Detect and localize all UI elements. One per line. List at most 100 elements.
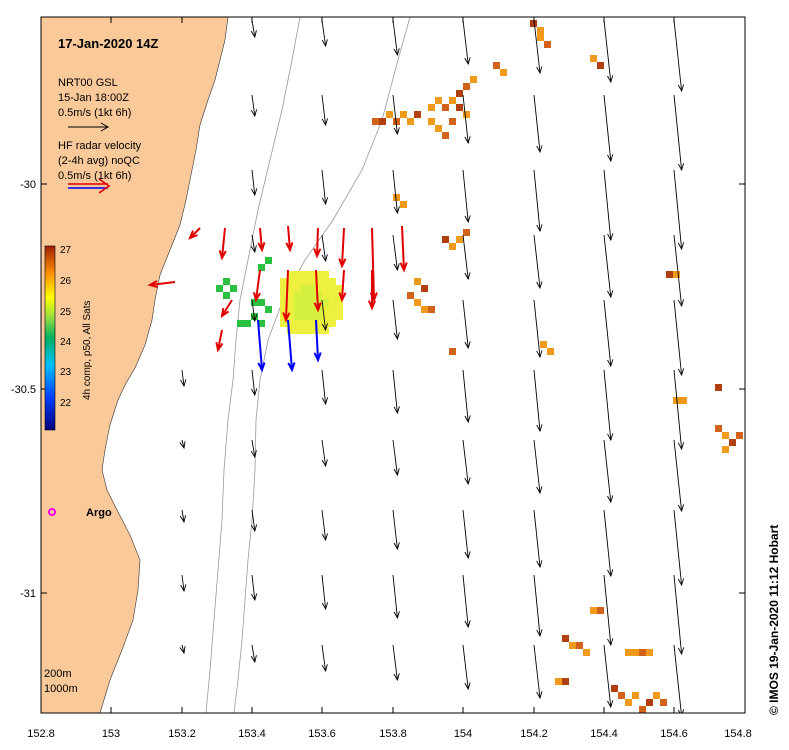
y-axis-ticks: -30 -30.5 -31 xyxy=(11,179,36,600)
sst-pixel xyxy=(400,111,407,118)
colorbar-tick: 26 xyxy=(60,276,72,287)
sst-pixel xyxy=(280,313,287,320)
sst-pixel xyxy=(258,320,265,327)
legend-radar-line2: (2-4h avg) noQC xyxy=(58,155,140,167)
x-tick-label: 154.2 xyxy=(520,728,548,740)
model-arrow xyxy=(462,574,471,629)
sst-pixel xyxy=(442,104,449,111)
sst-pixel xyxy=(456,236,463,243)
sst-pixel xyxy=(280,285,287,292)
contour-1000m xyxy=(233,17,411,713)
model-arrow xyxy=(673,574,685,656)
sst-pixel xyxy=(639,649,646,656)
y-tick-label: -30.5 xyxy=(11,384,36,396)
model-arrow xyxy=(321,509,328,542)
sst-pixel xyxy=(287,271,294,278)
x-axis-ticks: 152.8 153 153.2 153.4 153.6 153.8 154 15… xyxy=(27,728,752,740)
model-arrow xyxy=(392,369,400,415)
sst-pixel xyxy=(449,348,456,355)
sst-pixel xyxy=(386,111,393,118)
model-arrow xyxy=(321,439,328,468)
model-arrow xyxy=(533,369,543,433)
model-arrow xyxy=(321,234,328,263)
sst-pixel xyxy=(329,285,336,292)
sst-pixel xyxy=(493,62,500,69)
radar-arrow-red xyxy=(188,227,201,240)
sst-pixel xyxy=(287,278,294,285)
sst-pixel xyxy=(322,271,329,278)
sst-pixel xyxy=(244,320,251,327)
sst-pixel xyxy=(547,348,554,355)
sst-pixel xyxy=(449,118,456,125)
model-arrow xyxy=(533,509,543,569)
model-arrow xyxy=(392,644,400,682)
sst-pixel xyxy=(294,306,301,313)
legend-radar-scale: 0.5m/s (1kt 6h) xyxy=(58,170,131,182)
sst-pixel xyxy=(294,292,301,299)
sst-pixel xyxy=(456,90,463,97)
model-arrow xyxy=(321,644,328,673)
sst-pixel xyxy=(301,278,308,285)
colorbar-tick: 27 xyxy=(60,245,72,256)
sst-pixel xyxy=(449,97,456,104)
x-tick-label: 154.4 xyxy=(590,728,618,740)
model-arrow xyxy=(321,19,328,48)
sst-pixel xyxy=(329,306,336,313)
sst-pixel xyxy=(322,320,329,327)
model-arrow xyxy=(673,369,685,451)
sst-pixel xyxy=(372,118,379,125)
sst-pixel xyxy=(308,313,315,320)
frame-ticks xyxy=(40,17,746,713)
model-arrow xyxy=(673,169,685,251)
sst-pixel xyxy=(715,425,722,432)
sst-pixel xyxy=(540,341,547,348)
sst-pixel xyxy=(569,642,576,649)
model-arrow xyxy=(603,574,614,647)
radar-arrow-red xyxy=(252,269,261,303)
sst-pixel xyxy=(315,292,322,299)
radar-arrow-red xyxy=(220,299,233,319)
radar-arrow-red xyxy=(338,227,347,269)
sst-pixel xyxy=(449,243,456,250)
model-arrow xyxy=(250,299,258,323)
sst-pixel xyxy=(329,299,336,306)
sst-pixel xyxy=(287,285,294,292)
radar-arrow-red xyxy=(399,225,408,273)
model-arrow xyxy=(533,299,543,359)
y-tick-label: -30 xyxy=(20,179,36,191)
sst-pixel xyxy=(287,320,294,327)
sst-pixel xyxy=(230,285,237,292)
radar-arrow-red xyxy=(313,269,322,313)
sst-pixel xyxy=(555,678,562,685)
legend-model-line2: 15-Jan 18:00Z xyxy=(58,92,129,104)
sst-pixel xyxy=(308,292,315,299)
model-arrow xyxy=(462,439,471,486)
x-tick-label: 154.6 xyxy=(660,728,688,740)
sst-pixel xyxy=(308,327,315,334)
model-arrow xyxy=(533,234,543,290)
sst-pixel xyxy=(611,685,618,692)
sst-pixel xyxy=(442,132,449,139)
model-arrow xyxy=(250,644,257,664)
sst-pixels xyxy=(216,20,743,713)
x-tick-label: 153.6 xyxy=(308,728,336,740)
model-arrow xyxy=(603,234,614,299)
x-tick-label: 153.4 xyxy=(238,728,266,740)
radar-arrow-red xyxy=(257,227,266,253)
arrow-legend: NRT00 GSL 15-Jan 18:00Z 0.5m/s (1kt 6h) … xyxy=(58,77,142,194)
sst-pixel xyxy=(673,271,680,278)
sst-pixel xyxy=(336,306,343,313)
sst-pixel xyxy=(322,299,329,306)
sst-pixel xyxy=(322,285,329,292)
sst-pixel xyxy=(315,278,322,285)
sst-pixel xyxy=(456,104,463,111)
sst-pixel xyxy=(646,649,653,656)
sst-pixel xyxy=(294,313,301,320)
model-arrow xyxy=(250,509,258,533)
radar-arrow-red xyxy=(338,269,347,303)
sst-pixel xyxy=(329,313,336,320)
sst-pixel xyxy=(400,201,407,208)
model-arrow xyxy=(179,439,186,450)
sst-pixel xyxy=(301,299,308,306)
sst-pixel xyxy=(421,285,428,292)
